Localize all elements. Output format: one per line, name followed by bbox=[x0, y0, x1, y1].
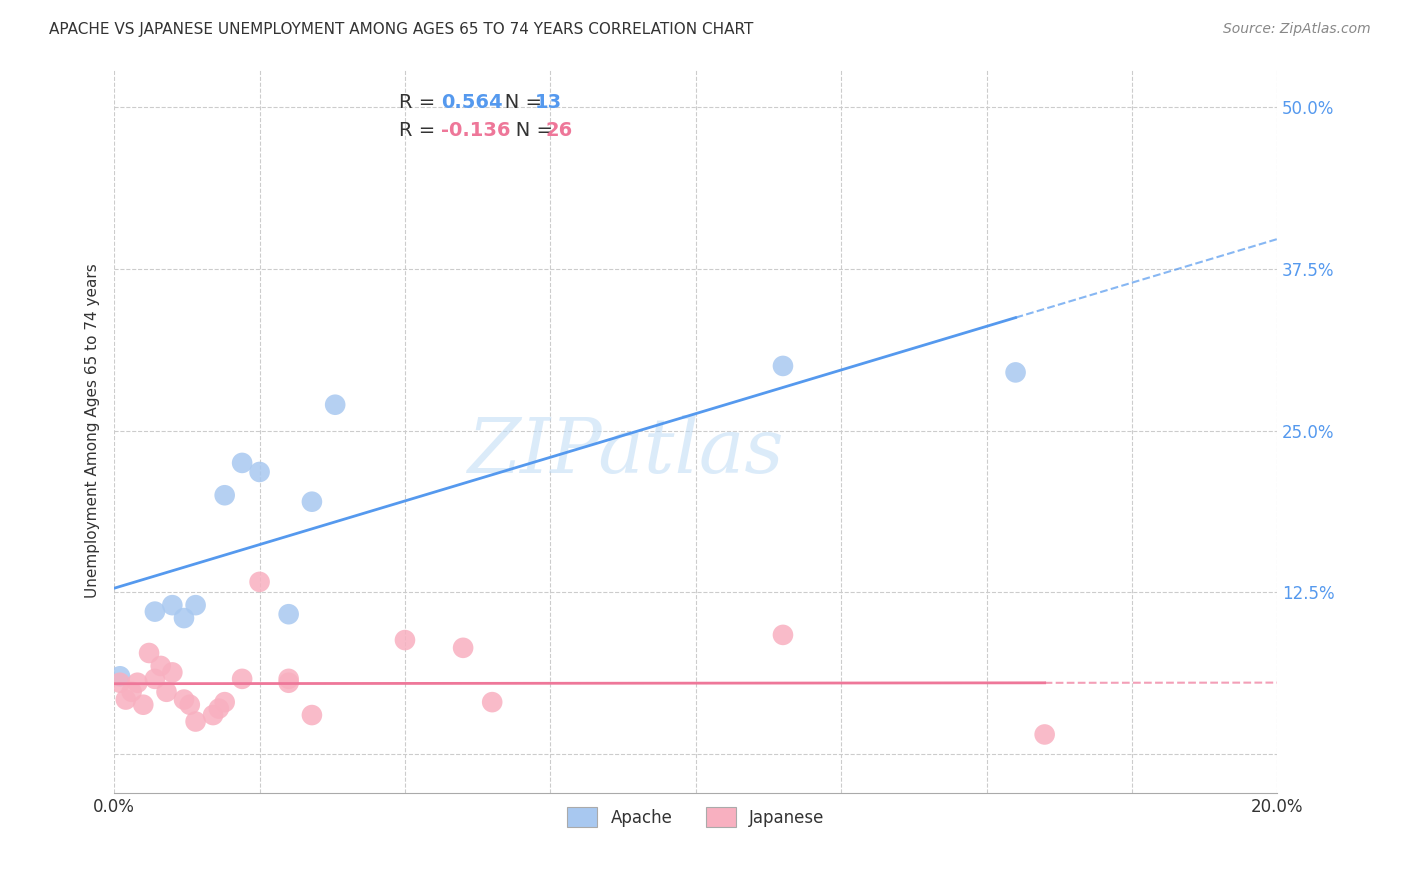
Point bbox=[114, 692, 136, 706]
Text: -0.136: -0.136 bbox=[441, 121, 510, 140]
Point bbox=[301, 494, 323, 508]
Text: Source: ZipAtlas.com: Source: ZipAtlas.com bbox=[1223, 22, 1371, 37]
Point bbox=[143, 672, 166, 686]
Point bbox=[127, 675, 149, 690]
Point bbox=[143, 605, 166, 619]
Point bbox=[149, 659, 172, 673]
Point bbox=[202, 708, 225, 723]
Point bbox=[481, 695, 503, 709]
Point bbox=[301, 708, 323, 723]
Point bbox=[772, 628, 794, 642]
Point bbox=[772, 359, 794, 373]
Point bbox=[162, 598, 184, 612]
Point bbox=[249, 574, 271, 589]
Text: N =: N = bbox=[486, 93, 548, 112]
Point bbox=[208, 701, 231, 715]
Point bbox=[132, 698, 155, 712]
Point bbox=[108, 675, 131, 690]
Point bbox=[231, 456, 253, 470]
Point bbox=[162, 665, 184, 680]
Point bbox=[184, 714, 207, 729]
Text: 13: 13 bbox=[536, 93, 562, 112]
Text: N =: N = bbox=[496, 121, 560, 140]
Point bbox=[394, 633, 416, 648]
Legend: Apache, Japanese: Apache, Japanese bbox=[558, 799, 832, 835]
Point bbox=[179, 698, 201, 712]
Point bbox=[214, 695, 236, 709]
Point bbox=[451, 640, 474, 655]
Point bbox=[277, 675, 299, 690]
Point bbox=[277, 607, 299, 622]
Point bbox=[108, 669, 131, 683]
Text: APACHE VS JAPANESE UNEMPLOYMENT AMONG AGES 65 TO 74 YEARS CORRELATION CHART: APACHE VS JAPANESE UNEMPLOYMENT AMONG AG… bbox=[49, 22, 754, 37]
Text: 26: 26 bbox=[546, 121, 572, 140]
Point bbox=[173, 692, 195, 706]
Point bbox=[138, 646, 160, 660]
Point bbox=[1004, 365, 1026, 379]
Y-axis label: Unemployment Among Ages 65 to 74 years: Unemployment Among Ages 65 to 74 years bbox=[86, 263, 100, 598]
Point bbox=[184, 598, 207, 612]
Text: R =: R = bbox=[399, 93, 441, 112]
Text: R =: R = bbox=[399, 121, 441, 140]
Point bbox=[155, 685, 177, 699]
Text: ZIPatlas: ZIPatlas bbox=[468, 416, 785, 490]
Point bbox=[231, 672, 253, 686]
Point bbox=[121, 685, 143, 699]
Point bbox=[1033, 727, 1056, 741]
Point bbox=[249, 465, 271, 479]
Point bbox=[323, 398, 346, 412]
Point bbox=[214, 488, 236, 502]
Text: 0.564: 0.564 bbox=[441, 93, 502, 112]
Point bbox=[277, 672, 299, 686]
Point bbox=[173, 611, 195, 625]
